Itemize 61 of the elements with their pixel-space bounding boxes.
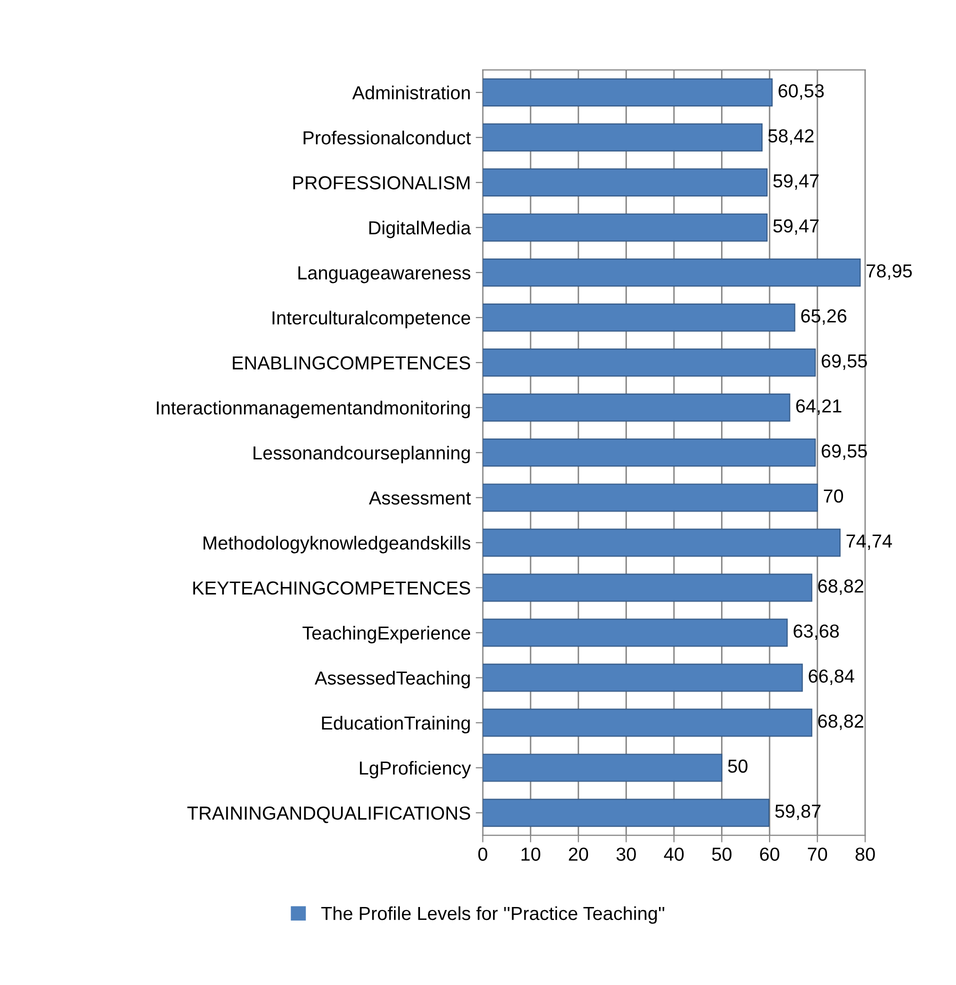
y-tick-label: Professionalconduct	[304, 130, 471, 144]
bar	[482, 123, 763, 152]
data-label: 59,87	[775, 804, 820, 820]
x-tick-label: 80	[856, 848, 875, 861]
data-label: 66,84	[808, 669, 854, 685]
bar	[482, 708, 812, 737]
x-tick-label: 50	[712, 848, 732, 861]
y-tick-label: Methodologyknowledgeandskills	[204, 536, 470, 554]
y-tick-label: Lessonandcourseplanning	[254, 446, 470, 464]
y-tick-label: Interculturalcompetence	[272, 310, 470, 328]
y-tick-label: TeachingExperience	[302, 626, 470, 644]
data-label: 69,55	[822, 444, 867, 460]
y-tick-label: Interactionmanagementandmonitoring	[156, 400, 470, 418]
y-tick-label: Languageawareness	[298, 266, 470, 284]
data-label: 59,47	[773, 174, 819, 190]
x-tick-label: 30	[616, 848, 636, 861]
y-tick-label: DigitalMedia	[369, 220, 471, 238]
x-tick-label: 60	[760, 848, 780, 861]
data-label: 74,74	[846, 534, 892, 550]
bar	[482, 438, 816, 467]
y-tick-label: ENABLINGCOMPETENCES	[232, 356, 470, 370]
y-tick-label: KEYTEACHINGCOMPETENCES	[193, 581, 470, 595]
data-label: 58,42	[768, 129, 814, 145]
x-tick-label: 0	[478, 848, 488, 861]
bar	[482, 348, 816, 377]
data-label: 65,26	[801, 309, 846, 325]
data-label: 70	[824, 489, 844, 503]
y-tick-label: AssessedTeaching	[314, 670, 470, 688]
bar	[482, 754, 722, 782]
bar	[482, 798, 770, 827]
bar	[482, 484, 818, 512]
bar	[482, 394, 790, 422]
bar	[482, 303, 796, 332]
y-tick-label: TRAININGANDQUALIFICATIONS	[187, 806, 470, 824]
x-tick-label: 10	[522, 848, 540, 861]
data-label: 68,82	[818, 579, 864, 595]
data-label: 50	[728, 760, 748, 773]
bar	[482, 78, 773, 107]
data-label: 78,95	[866, 264, 912, 280]
x-tick-label: 40	[664, 848, 684, 861]
y-tick-label: PROFESSIONALISM	[293, 176, 470, 190]
y-tick-label: LgProficiency	[360, 760, 471, 778]
data-label: 64,21	[796, 399, 842, 415]
bar	[482, 618, 788, 647]
x-tick-label: 70	[808, 848, 828, 861]
bar	[482, 528, 841, 557]
data-label: 60,53	[778, 84, 824, 100]
y-tick-label: Administration	[352, 86, 470, 100]
x-tick-label: 20	[568, 848, 588, 861]
bar	[482, 574, 812, 602]
bar	[482, 213, 768, 242]
data-label: 59,47	[773, 219, 819, 235]
data-label: 68,82	[818, 714, 864, 730]
bar	[482, 168, 768, 197]
bar	[482, 664, 803, 692]
legend-label: The Profile Levels for ''Practice Teaching''	[321, 906, 664, 924]
y-tick-label: EducationTraining	[322, 716, 470, 734]
y-tick-label: Assessment	[368, 492, 471, 505]
bar	[482, 258, 861, 287]
data-label: 63,68	[794, 624, 839, 640]
data-label: 69,55	[822, 354, 867, 370]
